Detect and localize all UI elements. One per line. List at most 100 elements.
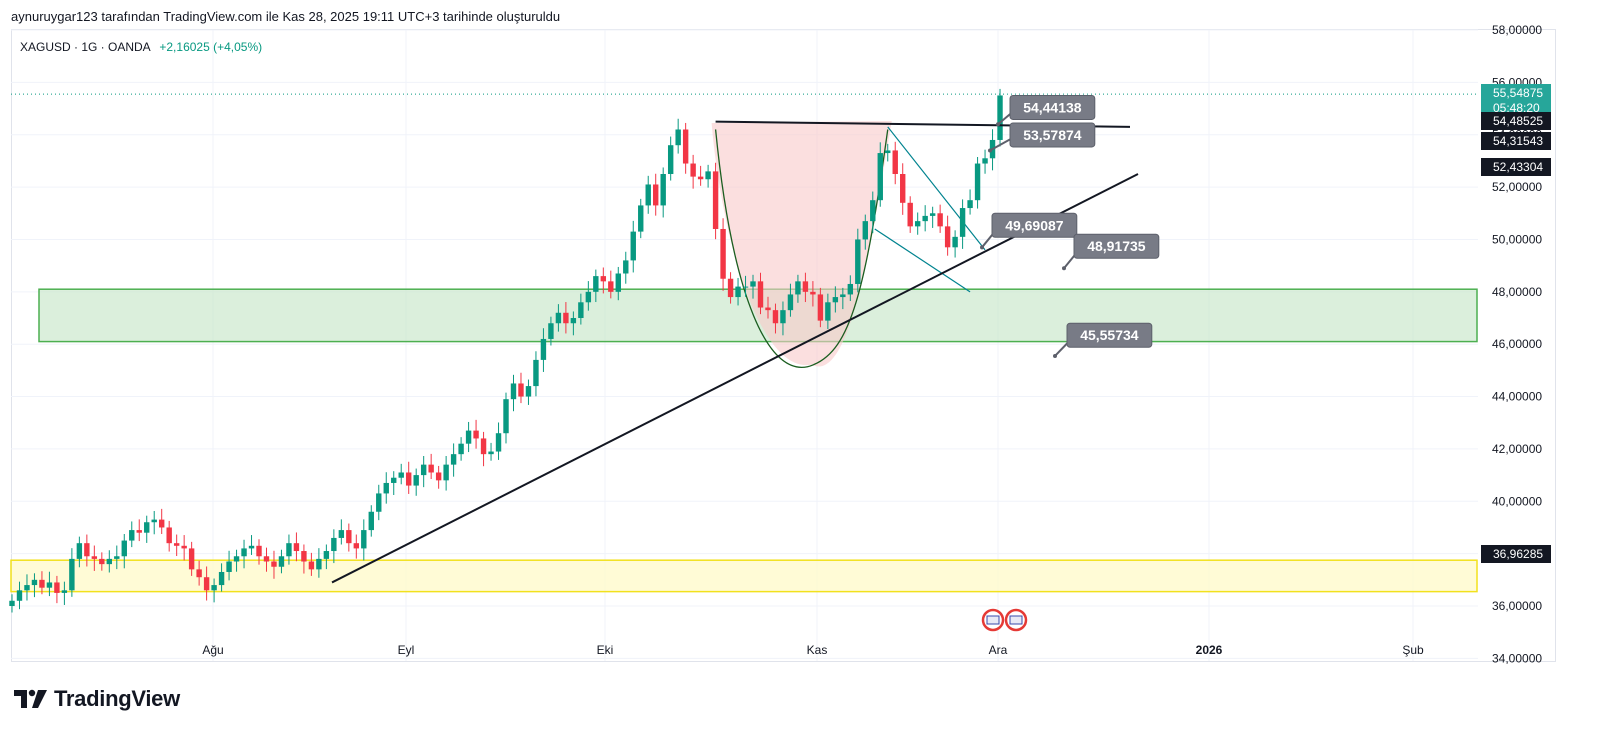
candle[interactable] [832, 297, 839, 303]
price-callout[interactable] [1073, 233, 1160, 259]
candle[interactable] [84, 543, 90, 557]
candle[interactable] [630, 231, 636, 261]
candle[interactable] [39, 579, 45, 588]
candle[interactable] [997, 95, 1003, 140]
candle[interactable] [525, 386, 532, 397]
rising-trendline[interactable] [331, 173, 1139, 584]
candle[interactable] [518, 383, 524, 397]
candle[interactable] [286, 543, 292, 557]
candle[interactable] [540, 338, 547, 360]
candle[interactable] [892, 150, 898, 175]
candle[interactable] [885, 150, 891, 154]
candle[interactable] [735, 286, 741, 298]
candle[interactable] [211, 585, 217, 591]
candle[interactable] [323, 551, 330, 559]
candle[interactable] [900, 174, 906, 203]
candle[interactable] [877, 153, 883, 201]
candle[interactable] [9, 600, 15, 607]
candle[interactable] [308, 561, 315, 570]
tradingview-logo[interactable]: TradingView [14, 686, 180, 712]
candle[interactable] [653, 184, 659, 206]
candle[interactable] [660, 174, 666, 206]
candle[interactable] [420, 464, 427, 476]
candle[interactable] [757, 281, 764, 308]
base-zone[interactable] [10, 559, 1478, 593]
candle[interactable] [510, 383, 517, 400]
candle[interactable] [825, 302, 831, 321]
candle[interactable] [720, 228, 726, 279]
candle[interactable] [615, 273, 621, 292]
candle[interactable] [450, 454, 457, 465]
candle[interactable] [69, 558, 75, 591]
candle[interactable] [346, 530, 352, 544]
candle[interactable] [495, 433, 502, 452]
candle[interactable] [151, 519, 157, 523]
candle[interactable] [503, 399, 509, 434]
candle[interactable] [922, 215, 928, 222]
candle[interactable] [765, 307, 771, 311]
candle[interactable] [705, 171, 711, 180]
candle[interactable] [159, 519, 165, 528]
candle[interactable] [473, 430, 479, 439]
candle[interactable] [241, 548, 247, 557]
candle[interactable] [937, 213, 943, 227]
candle[interactable] [675, 129, 681, 146]
candle[interactable] [458, 443, 464, 455]
candle[interactable] [750, 281, 756, 287]
candle[interactable] [61, 590, 68, 593]
candle[interactable] [645, 184, 651, 206]
candle[interactable] [428, 464, 434, 473]
candle[interactable] [24, 585, 30, 591]
candle[interactable] [929, 213, 936, 216]
candle[interactable] [226, 561, 232, 572]
candle[interactable] [338, 530, 345, 538]
candle[interactable] [361, 530, 367, 549]
candle[interactable] [121, 540, 127, 557]
candle[interactable] [443, 464, 449, 481]
candle[interactable] [667, 145, 674, 175]
candle[interactable] [697, 176, 704, 180]
candle[interactable] [959, 208, 966, 237]
candle[interactable] [623, 260, 629, 274]
candle[interactable] [16, 590, 23, 601]
candle[interactable] [742, 286, 749, 288]
candle[interactable] [847, 283, 854, 295]
candle[interactable] [248, 545, 255, 549]
candle[interactable] [974, 163, 981, 201]
candle[interactable] [488, 451, 494, 455]
candle[interactable] [787, 294, 794, 311]
candle[interactable] [31, 579, 38, 586]
candle[interactable] [233, 556, 240, 562]
candle[interactable] [218, 571, 225, 586]
candle[interactable] [129, 530, 135, 541]
candle[interactable] [690, 163, 696, 177]
candle[interactable] [578, 302, 584, 319]
candle[interactable] [46, 582, 53, 588]
candle[interactable] [465, 430, 472, 444]
candle[interactable] [944, 226, 951, 248]
candle[interactable] [593, 276, 599, 292]
candle[interactable] [406, 472, 412, 486]
candle[interactable] [91, 556, 98, 559]
candle[interactable] [555, 312, 562, 324]
candle[interactable] [383, 482, 389, 494]
candle[interactable] [376, 493, 382, 512]
candle[interactable] [353, 543, 360, 549]
candle[interactable] [795, 281, 801, 295]
price-callout[interactable] [1066, 322, 1153, 348]
candle[interactable] [967, 200, 973, 209]
candle[interactable] [188, 548, 195, 570]
candle[interactable] [368, 511, 374, 531]
candle[interactable] [682, 129, 689, 164]
candle[interactable] [914, 221, 921, 227]
candle[interactable] [181, 545, 187, 549]
candle[interactable] [256, 545, 262, 557]
candle[interactable] [855, 239, 861, 284]
candle[interactable] [136, 530, 142, 533]
candle[interactable] [870, 200, 876, 222]
candle[interactable] [840, 294, 846, 298]
candle[interactable] [712, 171, 719, 229]
candle[interactable] [316, 558, 322, 570]
candle[interactable] [435, 472, 442, 481]
candle[interactable] [548, 323, 554, 339]
